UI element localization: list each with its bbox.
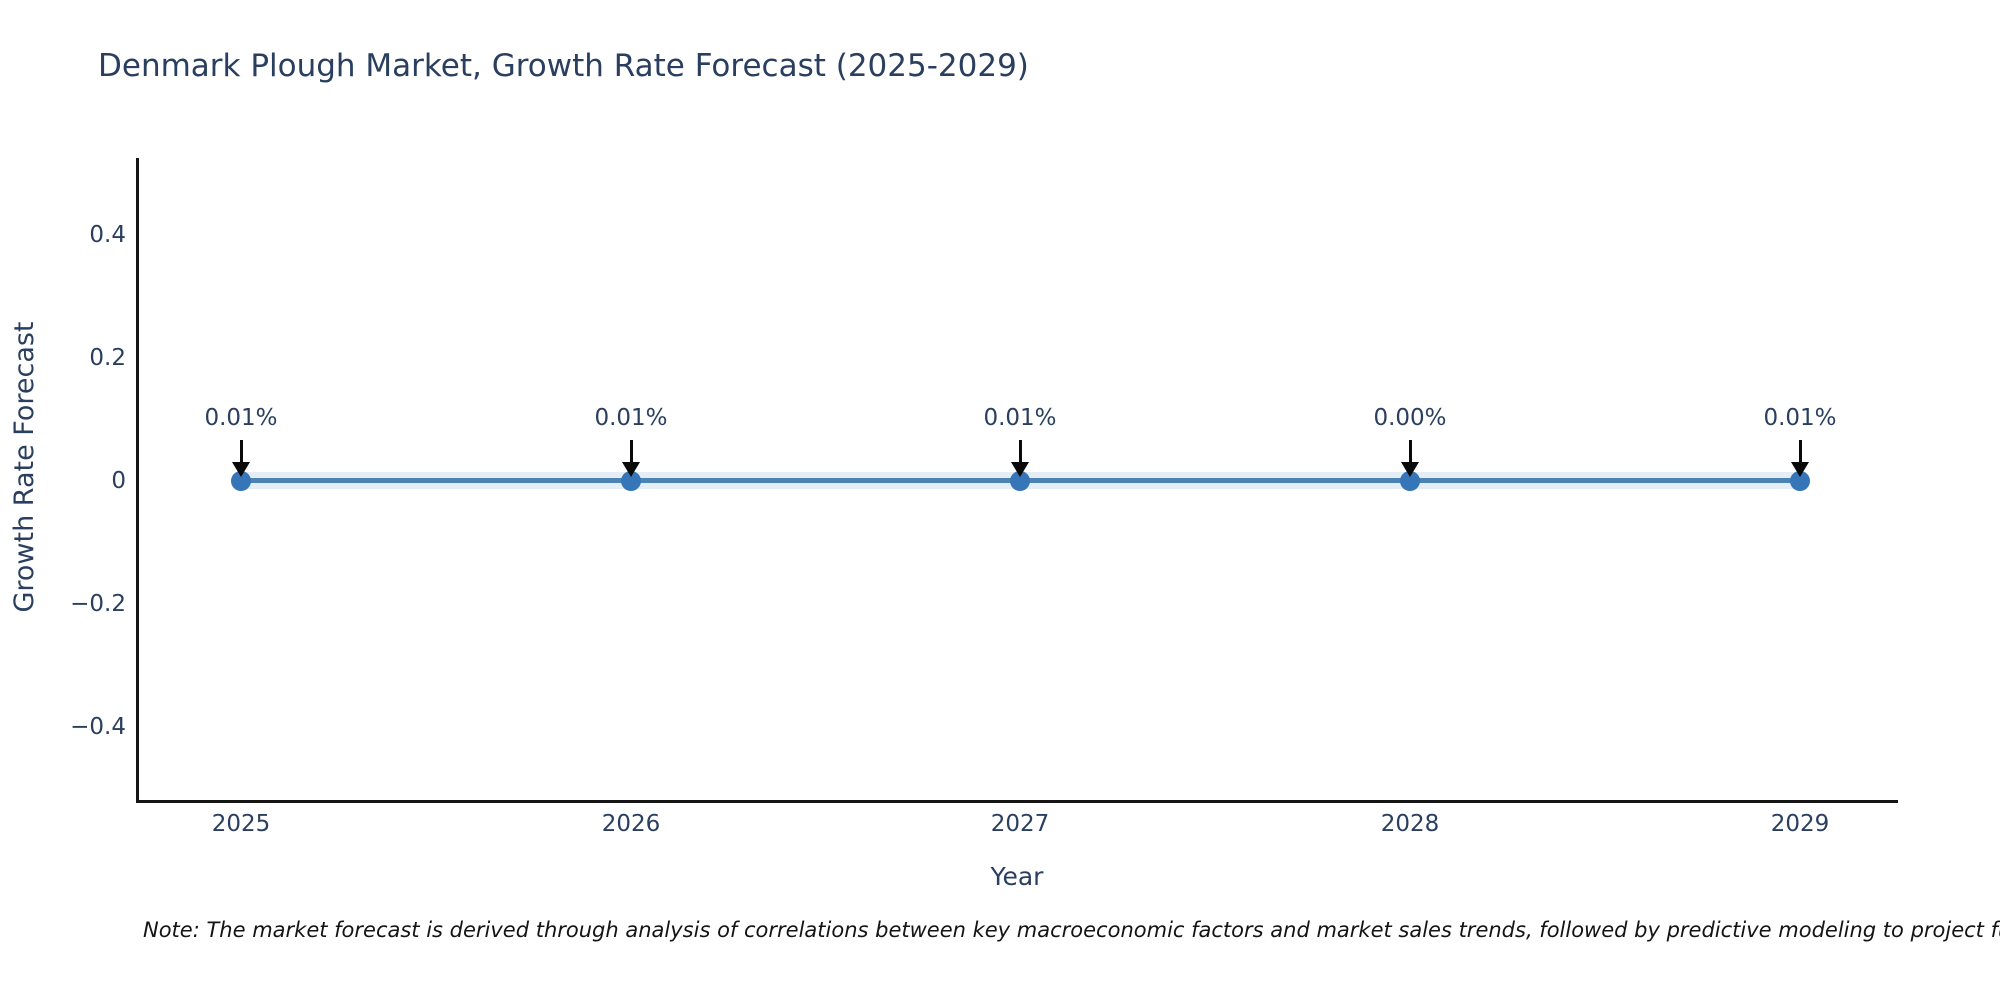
data-label-2025: 0.01% (204, 405, 278, 431)
x-axis-line (136, 800, 1898, 803)
data-label-2026: 0.01% (594, 405, 668, 431)
x-tick-label: 2025 (211, 811, 271, 837)
data-label-2028: 0.00% (1373, 405, 1447, 431)
chart-title: Denmark Plough Market, Growth Rate Forec… (98, 48, 1029, 84)
annotation-arrowhead-icon (1791, 462, 1809, 477)
annotation-arrow-icon (1799, 440, 1802, 464)
x-tick-label: 2029 (1770, 811, 1830, 837)
annotation-arrowhead-icon (1011, 462, 1029, 477)
x-axis-title: Year (990, 862, 1044, 891)
annotation-arrowhead-icon (232, 462, 250, 477)
x-tick-label: 2026 (601, 811, 661, 837)
y-axis-line (136, 158, 139, 803)
annotation-arrow-icon (1409, 440, 1412, 464)
data-label-2027: 0.01% (983, 405, 1057, 431)
y-tick-label: 0.2 (89, 345, 126, 371)
footnote: Note: The market forecast is derived thr… (143, 918, 2000, 942)
annotation-arrowhead-icon (622, 462, 640, 477)
x-tick-label: 2028 (1380, 811, 1440, 837)
y-tick-label: 0 (111, 468, 126, 494)
data-label-2029: 0.01% (1763, 405, 1837, 431)
annotation-arrow-icon (1019, 440, 1022, 464)
y-tick-label: 0.4 (89, 222, 126, 248)
x-tick-label: 2027 (990, 811, 1050, 837)
annotation-arrow-icon (630, 440, 633, 464)
annotation-arrow-icon (240, 440, 243, 464)
annotation-arrowhead-icon (1401, 462, 1419, 477)
y-tick-label: −0.2 (70, 591, 126, 617)
y-tick-label: −0.4 (70, 714, 126, 740)
